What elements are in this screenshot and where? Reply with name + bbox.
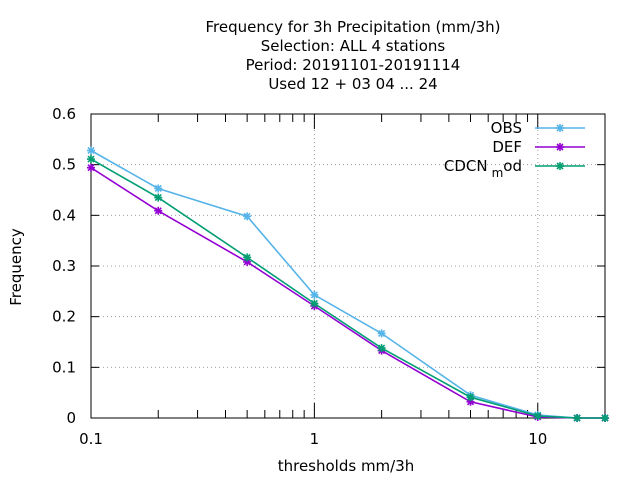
marker-d2 bbox=[556, 143, 564, 151]
marker-d2 bbox=[243, 253, 251, 261]
chart-title: Frequency for 3h Precipitation (mm/3h) S… bbox=[205, 18, 500, 93]
series-point bbox=[243, 212, 252, 221]
series-point bbox=[154, 193, 163, 202]
grid bbox=[91, 114, 605, 418]
series-point bbox=[310, 290, 319, 299]
series-point bbox=[87, 155, 95, 164]
x-tick-label: 0.1 bbox=[79, 430, 103, 448]
legend-label: DEF bbox=[492, 138, 522, 156]
y-tick-label: 0 bbox=[66, 409, 76, 427]
legend-label: CDCN mod bbox=[444, 157, 522, 180]
y-axis-label: Frequency bbox=[7, 228, 25, 306]
series-point bbox=[243, 253, 252, 262]
series-line-2 bbox=[90, 158, 605, 419]
series-line-0 bbox=[90, 149, 605, 419]
axes: 00.10.20.30.40.50.60.1 1 10 bbox=[52, 105, 606, 448]
series-point bbox=[533, 411, 542, 420]
y-tick-label: 0.6 bbox=[52, 105, 76, 123]
y-tick-label: 0.4 bbox=[52, 206, 76, 224]
marker-d2 bbox=[243, 212, 251, 220]
marker-d2 bbox=[601, 414, 609, 422]
series-point bbox=[310, 299, 319, 308]
series-point bbox=[573, 414, 582, 422]
y-tick-label: 0.5 bbox=[52, 156, 76, 174]
marker-d2 bbox=[87, 155, 95, 163]
marker-d2 bbox=[378, 329, 386, 337]
title-line-1: Frequency for 3h Precipitation (mm/3h) bbox=[205, 18, 500, 36]
series-point bbox=[377, 329, 386, 338]
y-tick-label: 0.3 bbox=[52, 257, 76, 275]
series-point bbox=[377, 344, 386, 353]
marker-d2 bbox=[534, 412, 542, 420]
x-tick-label: 1 bbox=[310, 430, 320, 448]
series-point bbox=[87, 163, 95, 172]
marker-d2 bbox=[466, 393, 475, 401]
series-point bbox=[154, 184, 163, 193]
series-layer bbox=[87, 146, 609, 422]
y-tick-label: 0.1 bbox=[52, 358, 76, 376]
legend-marker bbox=[556, 162, 564, 170]
marker-d2 bbox=[154, 207, 162, 215]
marker-d2 bbox=[573, 414, 581, 422]
series-point bbox=[87, 146, 95, 155]
legend-label: OBS bbox=[491, 119, 522, 137]
marker-d2 bbox=[310, 291, 318, 299]
marker-d2 bbox=[154, 194, 162, 202]
x-tick-label: 10 bbox=[528, 430, 547, 448]
y-tick-label: 0.2 bbox=[52, 308, 76, 326]
marker-d2 bbox=[154, 184, 162, 193]
legend-marker bbox=[556, 124, 564, 132]
marker-d2 bbox=[310, 299, 318, 308]
legend-marker bbox=[556, 143, 564, 151]
marker-d2 bbox=[556, 162, 564, 170]
x-axis-label: thresholds mm/3h bbox=[278, 457, 415, 475]
title-line-3: Period: 20191101-20191114 bbox=[246, 56, 461, 74]
marker-d2 bbox=[87, 146, 95, 155]
title-line-2: Selection: ALL 4 stations bbox=[261, 37, 446, 55]
series-point bbox=[466, 393, 475, 402]
series-line-1 bbox=[90, 167, 605, 419]
marker-d2 bbox=[556, 124, 564, 132]
marker-d2 bbox=[87, 164, 95, 172]
marker-d2 bbox=[378, 344, 386, 352]
title-line-4: Used 12 + 03 04 ... 24 bbox=[268, 75, 437, 93]
series-point bbox=[154, 206, 163, 215]
series-point bbox=[601, 414, 609, 422]
plot-border bbox=[90, 113, 606, 419]
